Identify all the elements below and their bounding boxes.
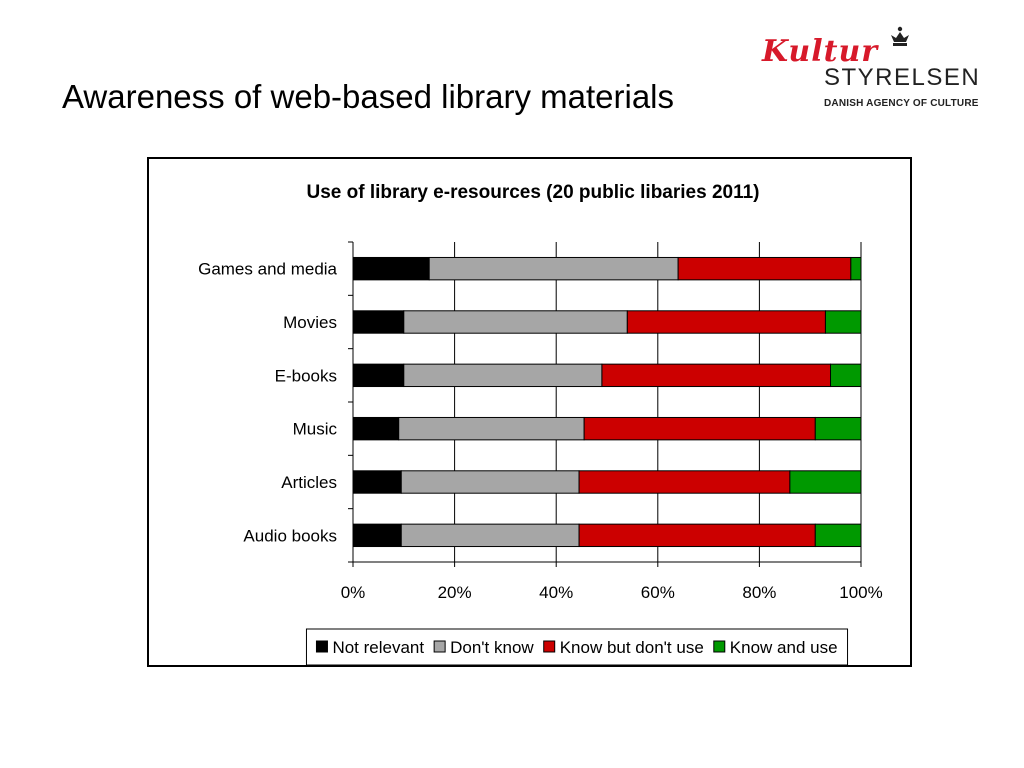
chart-container: Use of library e-resources (20 public li… — [147, 157, 912, 667]
bar-segment — [403, 363, 603, 388]
legend-swatch — [315, 640, 328, 653]
bar-segment — [403, 310, 628, 334]
logo-subtitle: DANISH AGENCY OF CULTURE — [824, 98, 979, 109]
legend-swatch — [713, 640, 726, 653]
bar-segment — [578, 523, 816, 548]
bar-segment — [428, 256, 679, 281]
chart-legend: Not relevant Don't know Know but don't use… — [305, 628, 849, 666]
legend-label: Know but don't use — [560, 638, 704, 657]
bar-segment — [850, 256, 862, 281]
legend-label: Not relevant — [332, 638, 424, 657]
bar-segment — [830, 363, 862, 388]
bar-segment — [578, 470, 791, 494]
legend-label: Know and use — [730, 638, 838, 657]
legend-swatch — [433, 640, 446, 653]
bar-segment — [352, 416, 400, 441]
bar-segment — [677, 256, 852, 281]
x-tick-label: 40% — [539, 583, 573, 602]
bar-segment — [352, 363, 405, 388]
x-tick-label: 20% — [438, 583, 472, 602]
bar-segment — [352, 523, 402, 548]
chart-gridlines — [352, 242, 862, 562]
category-label: Games and media — [198, 260, 337, 279]
bar-segment — [400, 523, 580, 548]
bar-segment — [789, 470, 862, 494]
category-labels: Games and media Movies E-books Music Article… — [198, 260, 337, 546]
chart-title: Use of library e-resources (20 public li… — [306, 182, 759, 203]
chart-bars — [352, 256, 862, 548]
x-tick-label: 100% — [839, 583, 882, 602]
category-label: E-books — [275, 366, 337, 385]
x-tick-labels: 0% 20% 40% 60% 80% 100% — [341, 583, 883, 602]
category-label: Audio books — [243, 526, 337, 545]
chart-axes — [348, 241, 862, 567]
logo-wordmark: STYRELSEN — [824, 64, 981, 91]
bar-segment — [626, 310, 826, 334]
bar-segment — [400, 470, 580, 494]
logo-script-text: Kultur — [762, 34, 879, 69]
bar-segment — [814, 523, 862, 548]
slide-title: Awareness of web-based library materials — [62, 78, 674, 115]
legend-box — [305, 628, 849, 666]
stacked-bar-chart: Use of library e-resources (20 public li… — [198, 182, 883, 666]
agency-logo: Kultur STYRELSEN DANISH AGENCY OF CULTUR… — [760, 26, 980, 116]
bar-segment — [352, 310, 405, 334]
crown-icon — [891, 26, 909, 46]
category-label: Articles — [281, 473, 337, 492]
bar-segment — [824, 310, 862, 334]
bar-segment — [814, 416, 862, 441]
legend-swatch — [543, 640, 556, 653]
x-tick-label: 60% — [641, 583, 675, 602]
bar-segment — [601, 363, 832, 388]
bar-segment — [352, 470, 402, 494]
bar-segment — [398, 416, 585, 441]
bar-segment — [352, 256, 430, 281]
x-tick-label: 0% — [341, 583, 366, 602]
category-label: Music — [293, 420, 338, 439]
category-label: Movies — [283, 313, 337, 332]
bar-segment — [583, 416, 816, 441]
legend-label: Don't know — [450, 638, 534, 657]
x-tick-label: 80% — [742, 583, 776, 602]
